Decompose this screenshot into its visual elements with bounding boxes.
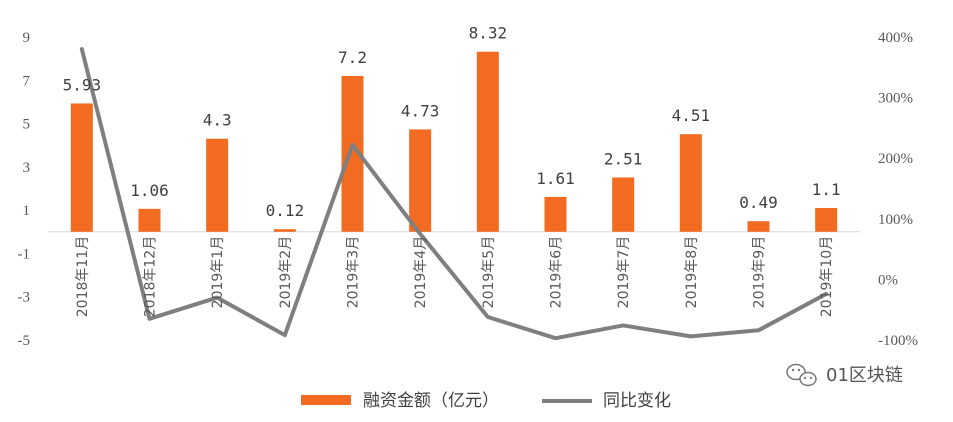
right-axis: 400% 300% 200% 100% 0% -100% bbox=[878, 30, 918, 349]
bar bbox=[612, 177, 635, 232]
line-point bbox=[81, 48, 83, 50]
line-point bbox=[419, 233, 421, 235]
left-axis-tick: -3 bbox=[18, 290, 31, 306]
category-label: 2019年7月 bbox=[616, 236, 632, 309]
bar-data-label: 1.06 bbox=[130, 181, 169, 200]
line-point bbox=[487, 316, 489, 318]
left-axis: 9 7 5 3 1 -1 -3 -5 bbox=[18, 30, 31, 349]
left-axis-tick: 3 bbox=[23, 160, 31, 176]
left-axis-tick: -1 bbox=[18, 246, 31, 262]
line-point bbox=[825, 293, 827, 295]
watermark-text: 01区块链 bbox=[826, 365, 903, 386]
bar-data-label: 4.73 bbox=[401, 101, 440, 120]
line-point bbox=[149, 318, 150, 320]
left-axis-tick: 1 bbox=[23, 203, 31, 219]
category-label: 2019年1月 bbox=[210, 236, 226, 309]
legend: 融资金额（亿元） 同比变化 bbox=[301, 391, 671, 411]
bar bbox=[476, 51, 499, 232]
category-label: 2018年11月 bbox=[75, 236, 91, 317]
bar-data-label: 5.93 bbox=[63, 75, 102, 94]
bar-data-label: 0.49 bbox=[739, 193, 778, 212]
bar-data-label: 0.12 bbox=[266, 201, 305, 220]
category-labels: 2018年11月 2018年12月 2019年1月 2019年2月 2019年3月 201… bbox=[75, 236, 835, 317]
category-label: 2019年3月 bbox=[346, 236, 362, 309]
left-axis-tick: 7 bbox=[23, 73, 31, 89]
left-axis-tick: -5 bbox=[18, 333, 31, 349]
right-axis-tick: 200% bbox=[878, 151, 913, 167]
line-point bbox=[352, 144, 353, 146]
legend-label-line: 同比变化 bbox=[603, 391, 671, 411]
category-label: 2019年5月 bbox=[481, 236, 497, 309]
category-label: 2019年2月 bbox=[278, 236, 294, 309]
right-axis-tick: -100% bbox=[878, 333, 918, 349]
category-label: 2019年8月 bbox=[684, 236, 700, 309]
category-label: 2019年9月 bbox=[752, 236, 768, 309]
category-label: 2019年4月 bbox=[413, 236, 429, 309]
category-label: 2018年12月 bbox=[143, 236, 159, 317]
bar-data-label: 4.51 bbox=[672, 106, 711, 125]
bar-series bbox=[70, 51, 838, 232]
bar bbox=[679, 134, 702, 232]
bar bbox=[544, 196, 567, 232]
bar-data-label: 7.2 bbox=[338, 48, 367, 67]
line-point bbox=[284, 334, 286, 336]
bar bbox=[138, 208, 161, 232]
line-point bbox=[555, 337, 556, 339]
left-axis-tick: 5 bbox=[23, 117, 31, 133]
line-path bbox=[79, 47, 829, 341]
bar-data-label: 4.3 bbox=[203, 111, 232, 130]
bar-data-label: 8.32 bbox=[469, 24, 508, 43]
right-axis-tick: 0% bbox=[878, 272, 898, 288]
bar bbox=[70, 103, 93, 232]
bar bbox=[815, 207, 838, 232]
bar-data-labels: 5.93 1.06 4.3 0.12 7.2 4.73 8.32 1.61 2.51 4.51 0.… bbox=[63, 24, 841, 220]
legend-label-bar: 融资金额（亿元） bbox=[363, 391, 499, 411]
line-series bbox=[79, 47, 829, 341]
bar bbox=[747, 221, 770, 232]
bar-data-label: 1.61 bbox=[536, 169, 575, 188]
line-point bbox=[216, 297, 218, 299]
bar-data-label: 1.1 bbox=[812, 180, 841, 199]
line-point bbox=[758, 329, 759, 331]
category-label: 2019年10月 bbox=[819, 236, 835, 317]
left-axis-tick: 9 bbox=[23, 30, 31, 46]
right-axis-tick: 300% bbox=[878, 91, 913, 107]
bar-data-label: 2.51 bbox=[604, 149, 643, 168]
right-axis-tick: 100% bbox=[878, 212, 913, 228]
wechat-icon bbox=[786, 363, 817, 387]
bar bbox=[409, 129, 432, 232]
category-label: 2019年6月 bbox=[549, 236, 565, 309]
line-point bbox=[690, 335, 692, 337]
watermark: 01区块链 bbox=[786, 363, 903, 387]
line-point bbox=[622, 324, 624, 326]
bar bbox=[206, 138, 229, 232]
bar bbox=[341, 75, 364, 232]
legend-swatch-bar bbox=[301, 395, 351, 405]
right-axis-tick: 400% bbox=[878, 30, 913, 46]
bar bbox=[273, 229, 296, 232]
